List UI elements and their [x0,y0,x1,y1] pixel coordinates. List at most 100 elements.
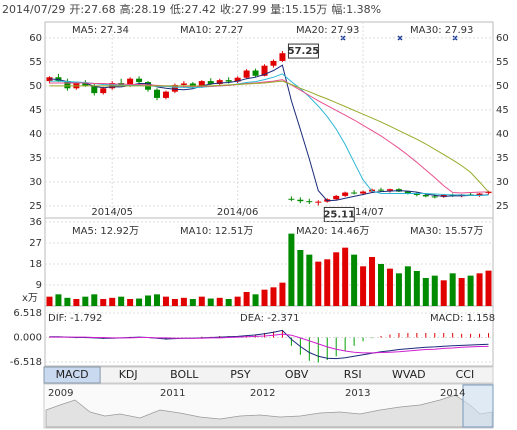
candle-body [413,193,420,195]
legend-entry: MA20: 27.93 [296,25,359,36]
volume-bar [82,296,89,306]
volume-bar [91,294,98,306]
candle-body [162,91,169,98]
header-item: 幅:1.38% [331,3,381,16]
ma-line [49,80,489,193]
volume-bar [225,298,232,306]
volume-bar [162,296,169,306]
volume-bar [360,266,367,306]
volume-bar [243,291,250,306]
volume-bar [118,296,125,306]
candle-body [279,53,286,61]
tab[interactable]: OBV [285,368,309,381]
y-tick-label-right: 55 [496,57,509,68]
y-tick-label-right: 50 [496,81,509,92]
legend-entry: MA5: 12.92万 [72,226,139,237]
candle-body [297,199,304,202]
candle-body [189,83,196,87]
header-date: 2014/07/29 [2,3,65,16]
legend-entry: MA30: 15.57万 [410,226,483,237]
y-tick-label: 40 [29,129,42,140]
year-label: 2013 [345,388,370,399]
dif-line [49,329,489,360]
volume-bar [413,270,420,306]
volume-bar [458,277,465,306]
volume-bar [136,298,143,306]
overview-window[interactable] [462,384,494,428]
candle-body [234,77,241,82]
y-tick-label-right: 35 [496,153,509,164]
volume-bar [216,297,223,306]
candle-body [476,193,483,196]
y-tick-label: 27 [29,238,42,249]
y-tick-label: 18 [29,259,42,270]
tab-active [43,366,101,384]
year-label: 2009 [48,388,73,399]
candle-body [198,81,205,87]
volume-bar [369,256,376,306]
volume-bar [386,268,393,306]
volume-bar [440,280,447,306]
candle-body [243,70,250,78]
volume-bar [306,254,313,306]
candle-body [216,80,223,84]
legend-entry: MA30: 27.93 [410,25,473,36]
volume-bar [431,275,438,306]
x-tick-label: 2014/07 [342,207,384,218]
unit-label: x万 [22,293,38,304]
volume-bar [64,297,71,306]
tab[interactable]: RSI [344,368,362,381]
volume-bar [342,247,349,306]
tab[interactable]: BOLL [170,368,199,381]
volume-bar [378,263,384,306]
volume-bar [395,273,402,306]
year-label: 2011 [160,388,185,399]
overview-area [45,394,493,428]
candle-body [207,81,214,84]
tab[interactable]: CCI [456,368,475,381]
tab[interactable]: WVAD [392,368,426,381]
y-tick-label: 55 [29,57,42,68]
candle-body [225,80,232,82]
volume-bar [315,261,322,306]
candle-body [351,192,358,194]
volume-bar [207,298,214,306]
y-tick-label-right: 45 [496,105,509,116]
legend-entry: MA10: 12.51万 [180,226,253,237]
volume-bar [55,294,62,306]
volume-bar [288,233,295,306]
candle-body [252,70,259,76]
volume-bar [234,296,241,306]
y-tick-label: 0.000 [13,333,42,344]
volume-bar [145,295,152,306]
tab[interactable]: MACD [56,368,89,381]
volume-bar [351,254,358,306]
tab[interactable]: KDJ [119,368,138,381]
tab[interactable]: PSY [230,368,251,381]
candle-body [342,192,349,196]
y-tick-label: 30 [29,177,42,188]
y-tick-label: 25 [29,201,42,212]
candle-body [404,191,411,194]
y-tick-label-right: 25 [496,201,509,212]
candle-body [154,89,160,98]
legend-entry: DEA: -2.371 [240,313,299,324]
candle-body [431,196,438,198]
y-tick-label: 45 [29,105,42,116]
candle-body [306,201,313,203]
y-tick-label: 60 [29,33,42,44]
y-tick-label: -6.518 [10,357,42,368]
ma-line [49,79,489,194]
legend-entry: MA5: 27.34 [72,25,129,36]
volume-bar [261,289,268,306]
candle-body [288,198,295,200]
volume-bar [297,249,304,306]
ma-line [49,64,489,202]
candle-body [422,194,429,197]
candle-body [127,78,134,85]
candle-body [261,65,268,76]
volume-bar [127,298,134,306]
volume-bar [422,277,429,306]
candle-body [171,84,178,92]
